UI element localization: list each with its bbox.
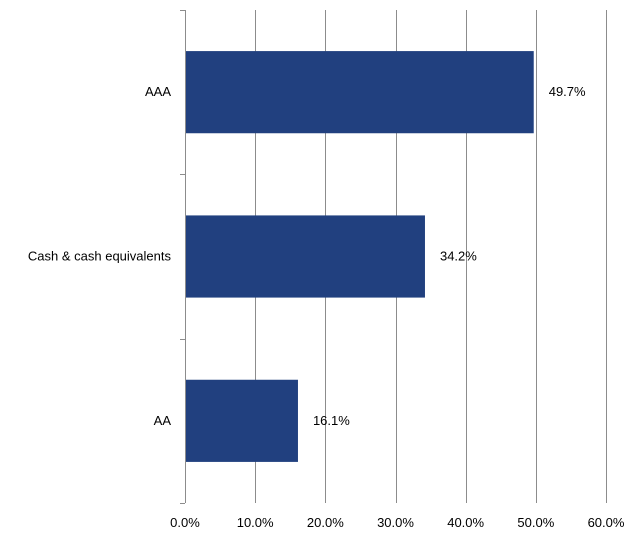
data-label: 16.1% [313,413,350,428]
labels: 49.7% AAA 34.2% Cash & cash equivalents 16.1… [28,84,625,530]
bar [185,379,298,462]
x-tick-label: 0.0% [170,515,200,530]
category-label: AAA [145,84,171,99]
data-label: 34.2% [440,249,477,264]
x-tick-label: 40.0% [447,515,484,530]
axes [180,10,186,504]
data-label: 49.7% [549,84,586,99]
x-tick-label: 20.0% [307,515,344,530]
bar [185,215,425,298]
bar [185,51,534,134]
x-tick-label: 30.0% [377,515,414,530]
bars [185,51,534,462]
category-label: Cash & cash equivalents [28,249,172,264]
x-tick-label: 50.0% [517,515,554,530]
x-tick-label: 60.0% [588,515,625,530]
category-label: AA [154,413,172,428]
x-tick-label: 10.0% [237,515,274,530]
